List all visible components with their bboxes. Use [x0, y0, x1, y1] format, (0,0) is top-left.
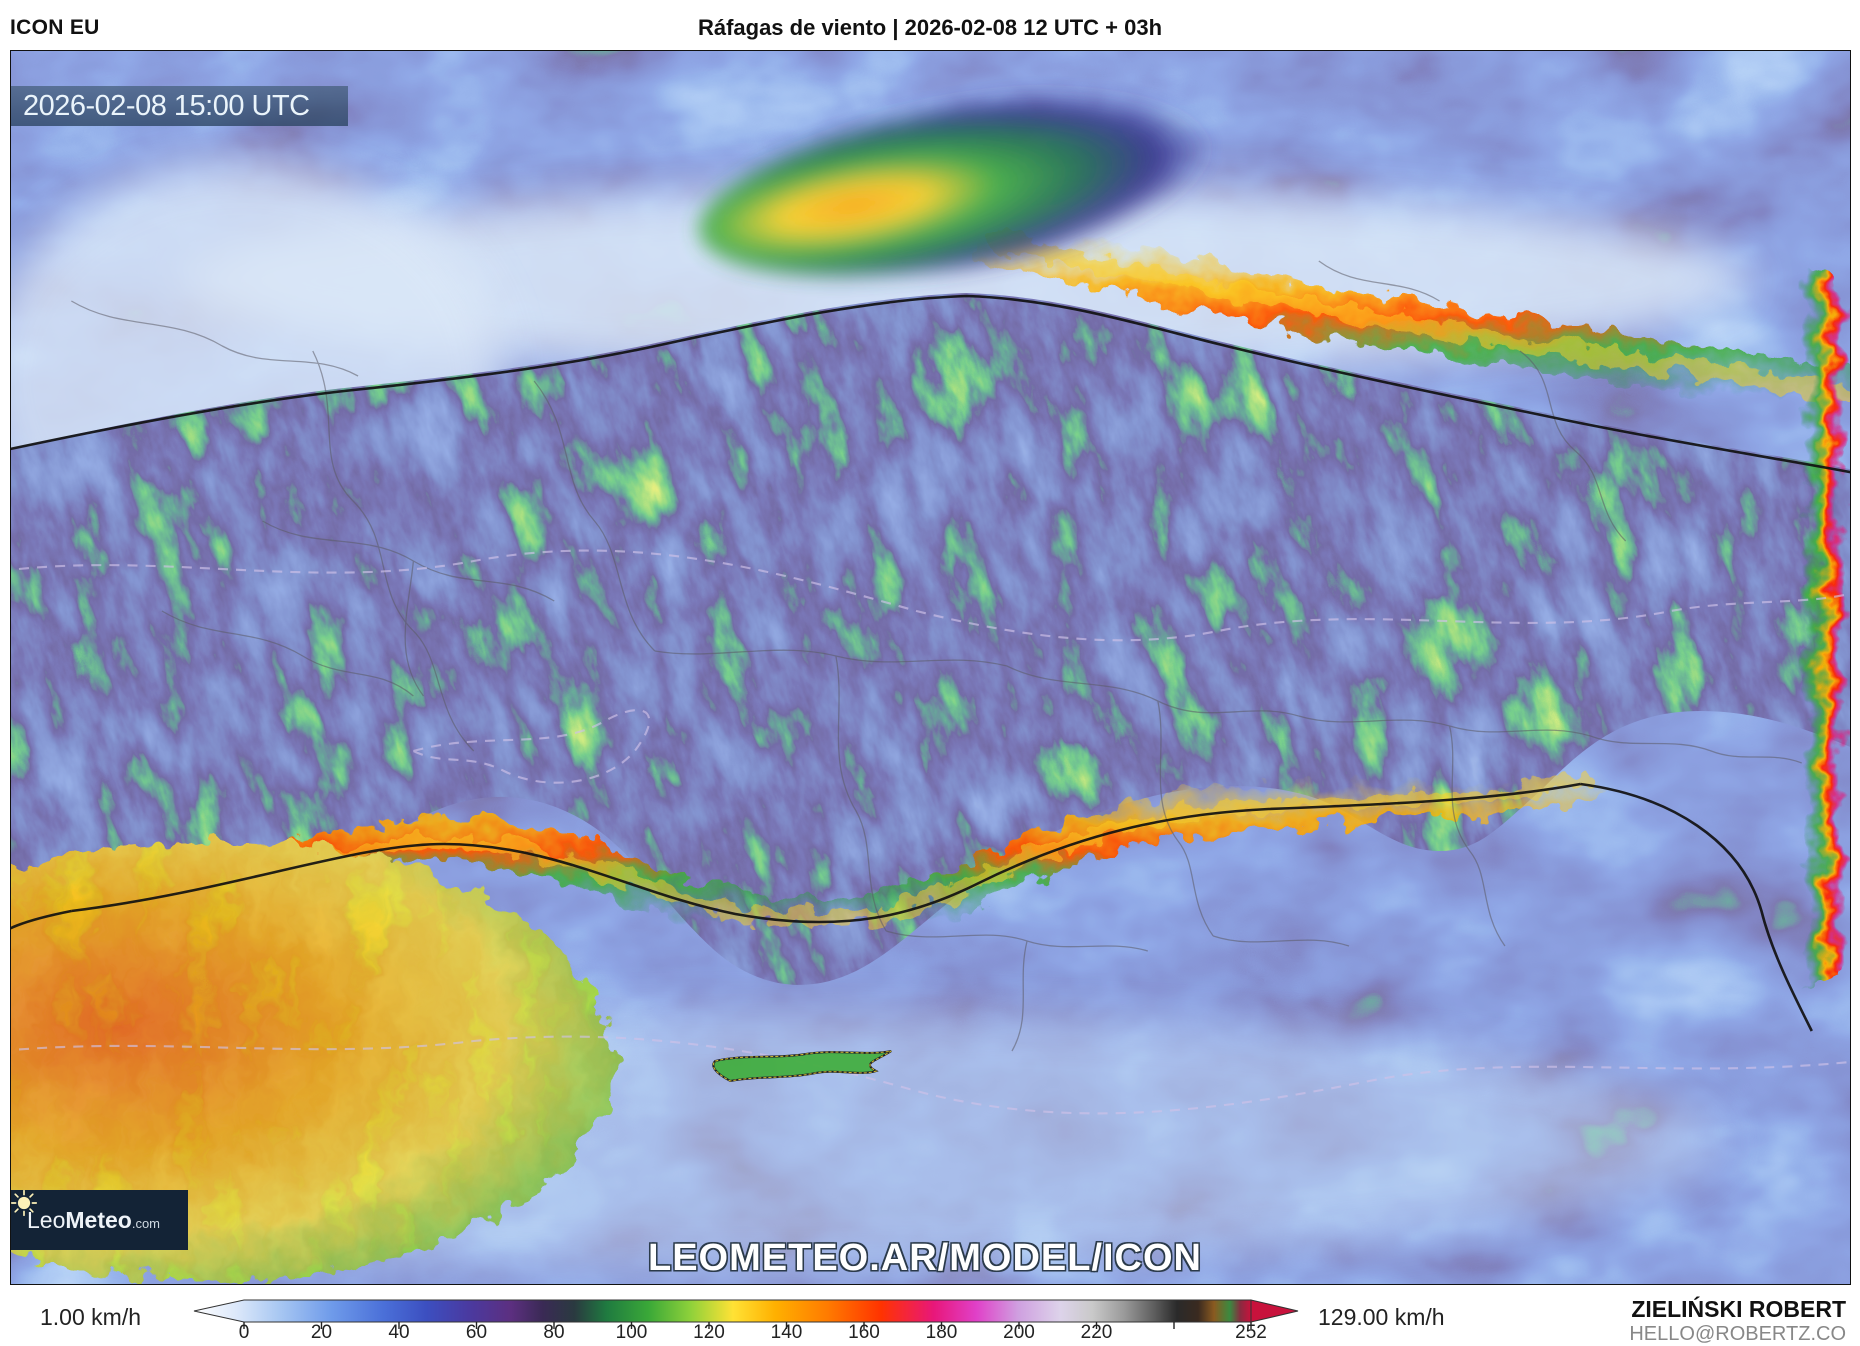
svg-text:40: 40 — [388, 1322, 409, 1339]
svg-text:140: 140 — [771, 1322, 803, 1339]
svg-text:100: 100 — [616, 1322, 648, 1339]
svg-text:0: 0 — [239, 1322, 250, 1339]
svg-text:60: 60 — [466, 1322, 487, 1339]
svg-text:20: 20 — [311, 1322, 332, 1339]
svg-text:180: 180 — [926, 1322, 958, 1339]
svg-text:220: 220 — [1081, 1322, 1113, 1339]
svg-text:200: 200 — [1003, 1322, 1035, 1339]
svg-text:120: 120 — [693, 1322, 725, 1339]
svg-text:160: 160 — [848, 1322, 880, 1339]
svg-text:80: 80 — [543, 1322, 564, 1339]
svg-text:252: 252 — [1235, 1322, 1267, 1339]
